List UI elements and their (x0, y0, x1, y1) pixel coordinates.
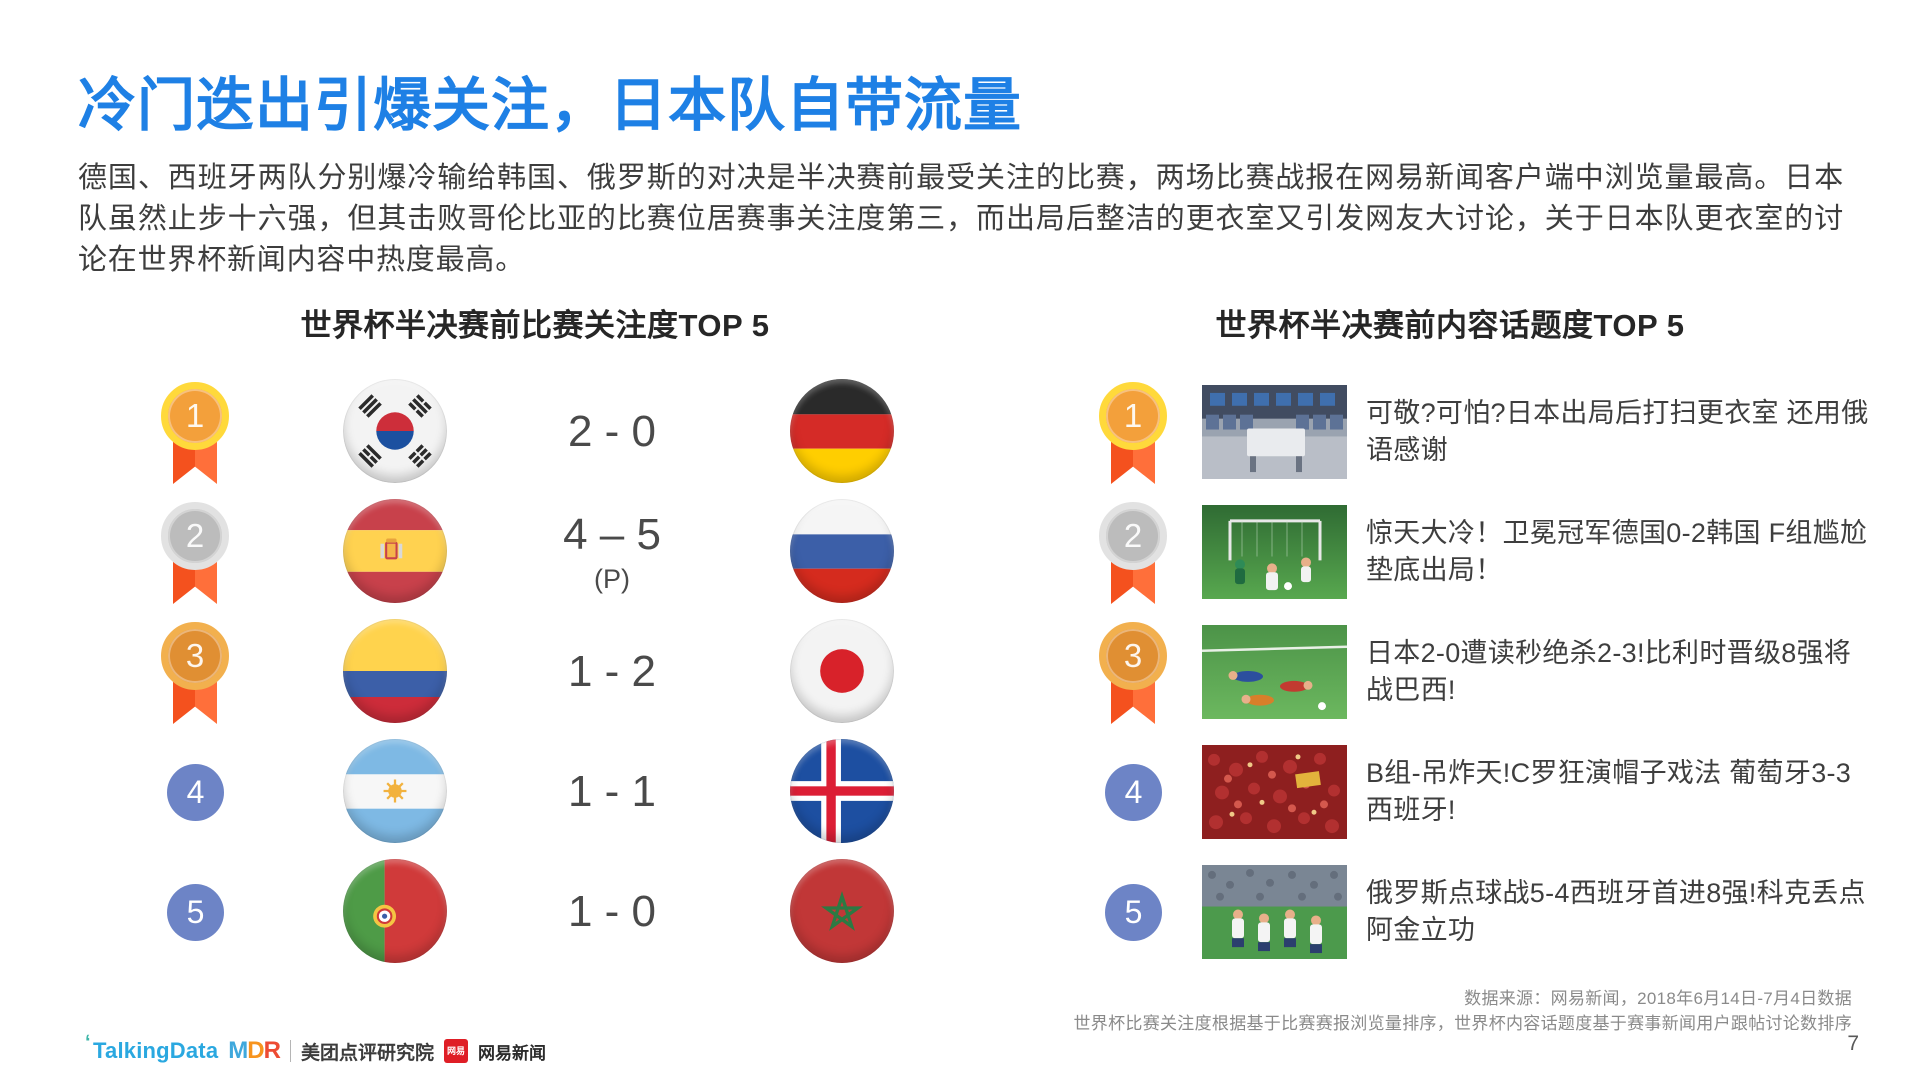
page-title: 冷门迭出引爆关注，日本队自带流量 (78, 73, 1023, 138)
score-box: 2 - 0 (522, 372, 702, 492)
spain-flag-icon (343, 499, 447, 603)
score-box: 4 – 5 (P) (522, 492, 702, 612)
rank-number: 1 (1099, 382, 1167, 450)
talkingdata-logo: TalkingData (85, 1032, 218, 1064)
japan-locker-room-photo (1202, 385, 1347, 479)
match-score: 1 - 1 (567, 767, 657, 816)
score-box: 1 - 0 (522, 852, 702, 972)
intro-paragraph: 德国、西班牙两队分别爆冷输给韩国、俄罗斯的对决是半决赛前最受关注的比赛，两场比赛… (78, 162, 1844, 276)
colombia-flag-icon (343, 619, 447, 723)
meituan-dianping-institute-logo: 美团点评研究院 (300, 1042, 434, 1064)
match-row-5: 5 1 - 0 (130, 852, 940, 972)
topic-headline: 惊天大冷！卫冕冠军德国0-2韩国 F组尴尬垫底出局！ (1366, 518, 1868, 585)
match-row-4: 4 1 - 1 (130, 732, 940, 852)
topic-row-5: 5 俄罗斯点球战5-4西班牙首进8强!科克丢点阿金立功 (1080, 852, 1870, 972)
topic-row-2: 2 惊天大冷！卫冕冠军德国0-2韩国 F组尴尬垫底出局！ (1080, 492, 1870, 612)
russia-spain-celebration-photo (1202, 865, 1347, 959)
rank-number: 2 (1099, 502, 1167, 570)
match-score: 1 - 2 (567, 647, 657, 696)
rank-circle: 5 (1105, 884, 1162, 941)
rank-circle: 4 (167, 764, 224, 821)
russia-flag-icon (790, 499, 894, 603)
methodology-note: 世界杯比赛关注度根据基于比赛赛报浏览量排序，世界杯内容话题度基于赛事新闻用户跟帖… (1073, 1014, 1852, 1033)
portugal-flag-icon (343, 859, 447, 963)
south-korea-flag-icon (343, 379, 447, 483)
rank-circle: 5 (167, 884, 224, 941)
germany-korea-match-photo (1202, 505, 1347, 599)
match-score: 2 - 0 (567, 407, 657, 456)
netease-logo-icon: 网易 (443, 1039, 468, 1063)
morocco-flag-icon (790, 859, 894, 963)
netease-news-logo: 网易新闻 (477, 1043, 546, 1063)
data-source-note: 数据来源：网易新闻，2018年6月14日-7月4日数据 (1464, 989, 1852, 1008)
gold-medal-icon: 1 (1098, 382, 1168, 486)
topic-headline: 日本2-0遭读秒绝杀2-3!比利时晋级8强将战巴西! (1366, 638, 1852, 705)
rank-number: 1 (161, 382, 229, 450)
match-row-2: 2 4 – 5 (P) (130, 492, 940, 612)
score-box: 1 - 1 (522, 732, 702, 852)
gold-medal-icon: 1 (160, 382, 230, 486)
page-number: 7 (1847, 1032, 1859, 1055)
topic-headline: 可敬?可怕?日本出局后打扫更衣室 还用俄语感谢 (1366, 398, 1869, 465)
silver-medal-icon: 2 (1098, 502, 1168, 606)
japan-belgium-match-photo (1202, 625, 1347, 719)
germany-flag-icon (790, 379, 894, 483)
rank-circle: 4 (1105, 764, 1162, 821)
score-box: 1 - 2 (522, 612, 702, 732)
bronze-medal-icon: 3 (160, 622, 230, 726)
topic-row-1: 1 可敬?可怕?日本出局后打扫更衣室 还用俄语感谢 (1080, 372, 1870, 492)
topic-ranking-title: 世界杯半决赛前内容话题度TOP 5 (1215, 308, 1685, 343)
match-score: 1 - 0 (567, 887, 657, 936)
rank-number: 3 (161, 622, 229, 690)
silver-medal-icon: 2 (160, 502, 230, 606)
topic-headline: 俄罗斯点球战5-4西班牙首进8强!科克丢点阿金立功 (1366, 878, 1866, 945)
match-row-1: 1 2 - 0 (130, 372, 940, 492)
argentina-flag-icon (343, 739, 447, 843)
topic-row-3: 3 日本2-0遭读秒绝杀2-3!比利时晋级8强将战巴西! (1080, 612, 1870, 732)
bronze-medal-icon: 3 (1098, 622, 1168, 726)
topic-headline: B组-吊炸天!C罗狂演帽子戏法 葡萄牙3-3西班牙! (1366, 758, 1852, 825)
iceland-flag-icon (790, 739, 894, 843)
penalty-note: (P) (594, 563, 630, 594)
match-ranking-title: 世界杯半决赛前比赛关注度TOP 5 (300, 308, 770, 343)
footer-logos: TalkingData MDR 美团点评研究院 网易 网易新闻 (85, 1032, 546, 1066)
rank-number: 3 (1099, 622, 1167, 690)
logo-divider (289, 1040, 291, 1062)
topic-row-4: 4 B组-吊炸天!C罗狂演帽子戏法 葡萄牙3-3西班牙! (1080, 732, 1870, 852)
japan-flag-icon (790, 619, 894, 723)
rank-number: 2 (161, 502, 229, 570)
match-score: 4 – 5 (563, 509, 661, 559)
match-row-3: 3 1 - 2 (130, 612, 940, 732)
portugal-spain-fans-photo (1202, 745, 1347, 839)
